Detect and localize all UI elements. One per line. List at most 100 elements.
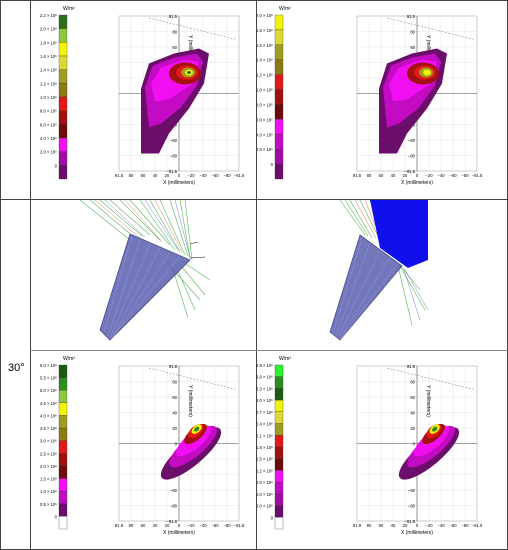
colorbar-segment	[274, 399, 284, 413]
colorbar-segment	[58, 69, 68, 84]
colorbar-segment	[274, 134, 284, 150]
colorbar-segment	[274, 423, 284, 436]
row-divider	[0, 199, 508, 200]
colorbar-segment	[58, 440, 68, 454]
x-axis-label: X (millimeters)	[163, 530, 195, 536]
y-tick-label: −91.9	[404, 519, 415, 524]
y-tick-label: −91.5	[404, 169, 415, 174]
reference-line	[386, 367, 474, 390]
x-tick-label: 60	[379, 523, 384, 528]
contour-peak	[194, 426, 200, 432]
x-tick-label: 20	[403, 523, 408, 528]
x-tick-label: 91.9	[353, 523, 362, 528]
colorbar-tick-label: 1.0 × 10⁶	[40, 489, 57, 494]
colorbar-segment	[58, 83, 68, 98]
colorbar-segment	[58, 124, 68, 139]
colorbar-segment	[58, 364, 68, 378]
x-tick-label: 91.8	[115, 523, 124, 528]
colorbar-tick-label: 1.5 × 10⁶	[257, 457, 273, 462]
colorbar-tick-label: 2.1 × 10⁶	[257, 433, 273, 438]
x-tick-label: 91.5	[115, 173, 124, 178]
x-tick-label: 80	[367, 523, 372, 528]
colorbar-segment	[58, 390, 68, 403]
colorbar-tick-label: 3.9 × 10⁶	[257, 363, 273, 368]
irradiance-map-top-right: W/m² 2.0 × 10⁶ 1.8 × 10⁶ 1.6 × 10⁶ 1.4 × 10⁶…	[257, 6, 483, 186]
x-tick-label: −60	[449, 523, 457, 528]
unit-label: W/m²	[279, 356, 291, 362]
colorbar-segment	[274, 505, 284, 518]
x-tick-label: −20	[187, 173, 195, 178]
colorbar-tick-label: 1.6 × 10⁶	[257, 43, 273, 48]
x-tick-label: −60	[449, 173, 457, 178]
colorbar-tick-label: 1.0 × 10⁶	[257, 88, 273, 93]
x-tick-label: 20	[165, 173, 170, 178]
y-tick-label: 60	[410, 395, 415, 400]
x-axis-label: X (millimeters)	[163, 180, 195, 186]
colorbar-segment	[58, 137, 68, 152]
colorbar-segment	[274, 458, 284, 471]
colorbar-tick-label: 2.0 × 10⁵	[40, 150, 57, 155]
y-tick-label: 91.9	[407, 364, 416, 369]
y-tick-label: 0	[413, 442, 416, 447]
x-tick-label: −91.9	[472, 523, 483, 528]
cone-concentrator	[329, 234, 403, 341]
y-tick-label: −80	[170, 154, 178, 159]
y-tick-label: 20	[172, 426, 177, 431]
x-tick-label: 0	[178, 523, 181, 528]
x-tick-label: 40	[153, 523, 158, 528]
colorbar-segment	[274, 388, 284, 401]
y-axis-label: Y (millimeters)	[187, 385, 193, 417]
x-tick-label: −40	[199, 173, 207, 178]
x-axis-label: X (millimeters)	[401, 530, 433, 536]
y-tick-label: −60	[408, 488, 416, 493]
colorbar-tick-label: 6.0 × 10⁵	[257, 492, 273, 497]
x-tick-label: −20	[187, 523, 195, 528]
x-tick-label: 40	[153, 173, 158, 178]
colorbar-tick-label: 1.4 × 10⁶	[257, 58, 273, 63]
irradiance-map-bottom-right: W/m² 3.9 × 10⁶ 3.6 × 10⁶ 3.3 × 10⁶ 3.0 × 10⁶…	[257, 356, 483, 536]
reference-line	[148, 17, 236, 40]
colorbar-tick-label: 4.0 × 10⁵	[257, 132, 273, 137]
colorbar-segment	[274, 29, 284, 45]
colorbar-tick-label: 2.0 × 10⁶	[257, 13, 273, 18]
colorbar-tick-label: 6.0 × 10⁶	[40, 363, 57, 368]
colorbar-tick-label: 6.0 × 10⁵	[40, 122, 57, 127]
table-border-left	[0, 0, 1, 550]
colorbar-tick-label: 6.0 × 10⁵	[257, 117, 273, 122]
colorbar-tick-label: 3.0 × 10⁵	[257, 504, 273, 509]
x-tick-label: −40	[437, 523, 445, 528]
y-tick-label: 60	[172, 45, 177, 50]
y-axis-label: Y (millimeters)	[425, 385, 431, 417]
colorbar-segment	[58, 503, 68, 517]
contour-peak	[432, 426, 438, 432]
colorbar-tick-label: 4.0 × 10⁵	[40, 136, 57, 141]
colorbar-tick-label: 9.0 × 10⁵	[257, 480, 273, 485]
colorbar-tick-label: 5.5 × 10⁶	[40, 376, 57, 381]
x-tick-label: −91.5	[472, 173, 483, 178]
x-tick-label: 80	[367, 173, 372, 178]
irradiance-contours	[379, 48, 447, 154]
colorbar-segment	[58, 110, 68, 125]
colorbar-tick-label: 0.5 × 10⁶	[40, 502, 57, 507]
colorbar-segment	[58, 55, 68, 70]
contour-level	[423, 69, 431, 76]
y-tick-label: 20	[410, 426, 415, 431]
colorbar-tick-label: 0	[55, 163, 58, 168]
unit-label: W/m²	[279, 6, 291, 12]
x-tick-label: 80	[129, 173, 134, 178]
colorbar-tick-label: 1.6 × 10⁶	[40, 54, 57, 59]
colorbar-segment	[274, 376, 284, 389]
y-tick-label: 60	[172, 395, 177, 400]
colorbar-segment	[274, 104, 284, 120]
colorbar-segment	[58, 478, 68, 492]
y-tick-label: 80	[410, 30, 415, 35]
colorbar-segment	[58, 427, 68, 441]
colorbar-segment	[274, 44, 284, 60]
colorbar-tick-label: 1.8 × 10⁶	[257, 28, 273, 33]
unit-label: W/m²	[63, 356, 75, 362]
colorbar-tick-label: 3.0 × 10⁶	[257, 398, 273, 403]
x-tick-label: 91.5	[353, 173, 362, 178]
y-tick-label: 80	[172, 30, 177, 35]
colorbar-segment	[58, 453, 68, 467]
ray-trace-diagram-right	[329, 200, 429, 341]
